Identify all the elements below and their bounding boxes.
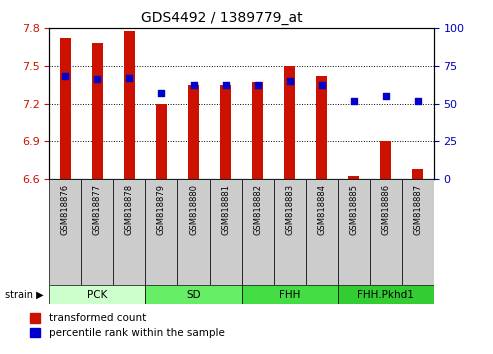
Legend: transformed count, percentile rank within the sample: transformed count, percentile rank withi… — [30, 313, 224, 338]
Text: GDS4492 / 1389779_at: GDS4492 / 1389779_at — [141, 11, 303, 25]
Bar — [49, 285, 145, 304]
Bar — [338, 179, 370, 285]
Text: GSM818885: GSM818885 — [349, 184, 358, 235]
Bar — [220, 85, 231, 179]
Text: GSM818878: GSM818878 — [125, 184, 134, 235]
Point — [189, 82, 197, 88]
Text: SD: SD — [186, 290, 201, 300]
Bar — [412, 169, 423, 179]
Bar — [402, 179, 434, 285]
Bar — [348, 176, 359, 179]
Point — [253, 82, 261, 88]
Bar — [156, 103, 167, 179]
Point — [414, 98, 422, 103]
Bar — [316, 76, 327, 179]
Bar — [284, 66, 295, 179]
Text: GSM818880: GSM818880 — [189, 184, 198, 235]
Bar — [49, 179, 81, 285]
Bar — [188, 85, 199, 179]
Bar — [145, 179, 177, 285]
Point — [61, 74, 69, 79]
Bar — [306, 179, 338, 285]
Text: GSM818881: GSM818881 — [221, 184, 230, 235]
Bar — [338, 285, 434, 304]
Point — [221, 82, 229, 88]
Bar — [113, 179, 145, 285]
Text: strain ▶: strain ▶ — [5, 290, 43, 300]
Point — [317, 82, 325, 88]
Text: GSM818876: GSM818876 — [61, 184, 70, 235]
Bar — [370, 179, 402, 285]
Point — [94, 76, 102, 82]
Point — [125, 75, 133, 81]
Point — [286, 78, 294, 84]
Point — [382, 93, 389, 99]
Text: GSM818879: GSM818879 — [157, 184, 166, 235]
Bar — [252, 82, 263, 179]
Bar — [210, 179, 242, 285]
Point — [350, 98, 357, 103]
Bar — [92, 44, 103, 179]
Text: GSM818886: GSM818886 — [381, 184, 390, 235]
Point — [157, 90, 165, 96]
Text: GSM818883: GSM818883 — [285, 184, 294, 235]
Text: FHH.Pkhd1: FHH.Pkhd1 — [357, 290, 414, 300]
Bar — [177, 179, 210, 285]
Bar — [274, 179, 306, 285]
Text: GSM818887: GSM818887 — [413, 184, 423, 235]
Bar — [242, 179, 274, 285]
Bar — [60, 38, 71, 179]
Text: GSM818884: GSM818884 — [317, 184, 326, 235]
Text: FHH: FHH — [279, 290, 300, 300]
Text: GSM818877: GSM818877 — [93, 184, 102, 235]
Text: GSM818882: GSM818882 — [253, 184, 262, 235]
Bar — [81, 179, 113, 285]
Bar — [380, 141, 391, 179]
Bar — [242, 285, 338, 304]
Text: PCK: PCK — [87, 290, 107, 300]
Bar — [145, 285, 242, 304]
Bar — [124, 31, 135, 179]
